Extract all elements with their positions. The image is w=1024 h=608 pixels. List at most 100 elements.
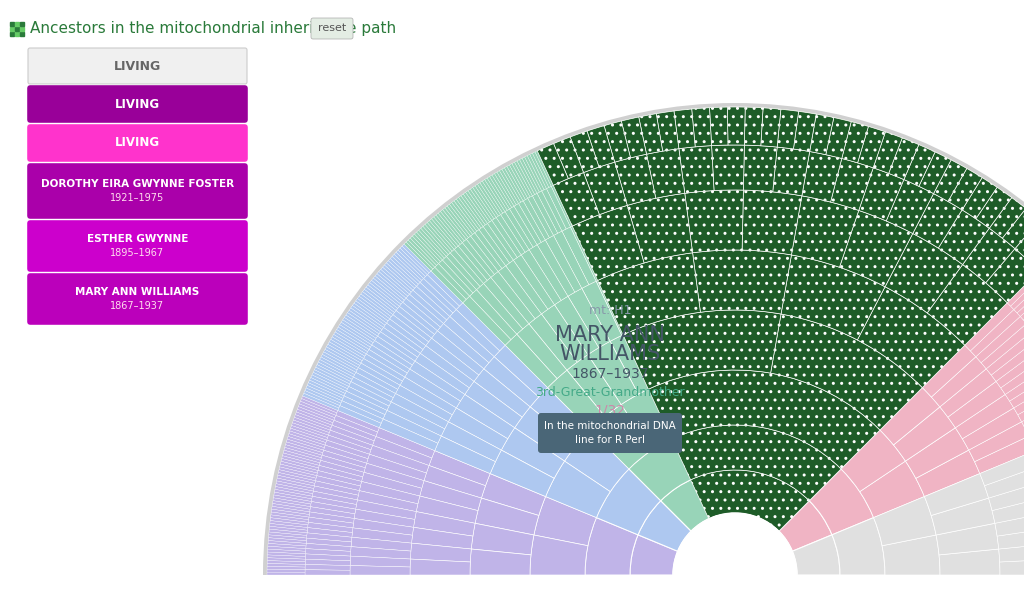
Wedge shape bbox=[762, 108, 767, 146]
Wedge shape bbox=[871, 296, 915, 354]
Wedge shape bbox=[956, 173, 978, 207]
Bar bbox=[10, 32, 14, 36]
Wedge shape bbox=[412, 527, 473, 549]
Wedge shape bbox=[953, 290, 1000, 340]
Wedge shape bbox=[369, 345, 410, 373]
Wedge shape bbox=[564, 430, 629, 492]
Wedge shape bbox=[1018, 385, 1024, 422]
Wedge shape bbox=[732, 107, 735, 145]
Wedge shape bbox=[622, 120, 633, 158]
Wedge shape bbox=[718, 107, 722, 145]
Wedge shape bbox=[855, 125, 868, 163]
Wedge shape bbox=[342, 396, 385, 419]
Wedge shape bbox=[792, 196, 859, 268]
Wedge shape bbox=[327, 435, 371, 454]
Wedge shape bbox=[646, 149, 685, 198]
Wedge shape bbox=[414, 511, 475, 536]
Wedge shape bbox=[978, 189, 1002, 222]
Wedge shape bbox=[891, 182, 914, 225]
Wedge shape bbox=[340, 322, 373, 345]
Wedge shape bbox=[841, 430, 905, 492]
Wedge shape bbox=[888, 235, 925, 292]
Wedge shape bbox=[570, 176, 592, 219]
Wedge shape bbox=[873, 174, 895, 218]
Wedge shape bbox=[530, 388, 590, 445]
Wedge shape bbox=[764, 108, 769, 146]
Wedge shape bbox=[470, 233, 502, 272]
FancyBboxPatch shape bbox=[27, 124, 248, 162]
Wedge shape bbox=[929, 204, 956, 245]
Wedge shape bbox=[304, 390, 340, 408]
Wedge shape bbox=[410, 361, 465, 401]
Wedge shape bbox=[782, 110, 790, 148]
Wedge shape bbox=[745, 107, 750, 145]
Wedge shape bbox=[425, 223, 453, 253]
Wedge shape bbox=[359, 482, 420, 504]
Wedge shape bbox=[347, 310, 381, 334]
Wedge shape bbox=[787, 111, 796, 148]
Wedge shape bbox=[814, 115, 823, 153]
Wedge shape bbox=[743, 190, 754, 250]
Wedge shape bbox=[777, 109, 783, 147]
Wedge shape bbox=[796, 112, 804, 150]
Wedge shape bbox=[773, 147, 810, 196]
Wedge shape bbox=[484, 178, 507, 212]
Wedge shape bbox=[779, 501, 833, 551]
Wedge shape bbox=[338, 325, 372, 347]
Wedge shape bbox=[648, 370, 880, 469]
Wedge shape bbox=[294, 415, 331, 430]
Text: MARY ANN WILLIAMS: MARY ANN WILLIAMS bbox=[76, 287, 200, 297]
Wedge shape bbox=[321, 354, 355, 375]
FancyBboxPatch shape bbox=[538, 413, 682, 453]
Wedge shape bbox=[475, 230, 506, 269]
Wedge shape bbox=[923, 260, 965, 314]
Wedge shape bbox=[388, 258, 418, 286]
Wedge shape bbox=[404, 369, 461, 408]
Wedge shape bbox=[931, 498, 995, 535]
Wedge shape bbox=[305, 554, 350, 561]
Wedge shape bbox=[334, 332, 368, 354]
Wedge shape bbox=[793, 111, 801, 150]
Wedge shape bbox=[522, 157, 542, 192]
Wedge shape bbox=[509, 206, 537, 247]
Wedge shape bbox=[866, 223, 900, 282]
Wedge shape bbox=[542, 188, 566, 231]
Wedge shape bbox=[276, 481, 313, 491]
Wedge shape bbox=[309, 512, 354, 523]
Wedge shape bbox=[777, 148, 787, 193]
Wedge shape bbox=[903, 324, 953, 379]
Wedge shape bbox=[450, 202, 475, 235]
Wedge shape bbox=[596, 213, 626, 272]
Wedge shape bbox=[791, 196, 810, 256]
Wedge shape bbox=[963, 178, 997, 219]
Wedge shape bbox=[849, 354, 903, 416]
Wedge shape bbox=[767, 108, 772, 147]
Wedge shape bbox=[677, 148, 688, 193]
Text: 1/32: 1/32 bbox=[595, 403, 626, 417]
Wedge shape bbox=[591, 129, 605, 166]
Wedge shape bbox=[690, 470, 809, 531]
Wedge shape bbox=[332, 420, 376, 441]
Wedge shape bbox=[646, 115, 656, 153]
Wedge shape bbox=[480, 181, 503, 215]
Wedge shape bbox=[273, 495, 311, 504]
Wedge shape bbox=[775, 315, 812, 379]
Wedge shape bbox=[350, 565, 410, 575]
Wedge shape bbox=[885, 233, 963, 313]
Wedge shape bbox=[357, 296, 389, 321]
Wedge shape bbox=[721, 107, 724, 145]
Wedge shape bbox=[915, 450, 980, 497]
Wedge shape bbox=[427, 271, 463, 306]
Wedge shape bbox=[883, 136, 898, 172]
Wedge shape bbox=[1017, 282, 1024, 316]
Bar bbox=[10, 22, 14, 26]
Wedge shape bbox=[674, 109, 695, 149]
Wedge shape bbox=[614, 154, 655, 206]
Wedge shape bbox=[268, 535, 306, 541]
Wedge shape bbox=[1000, 353, 1024, 395]
Wedge shape bbox=[850, 124, 862, 161]
Wedge shape bbox=[945, 215, 974, 255]
Wedge shape bbox=[1002, 209, 1024, 249]
Wedge shape bbox=[324, 350, 358, 370]
Wedge shape bbox=[873, 227, 908, 285]
